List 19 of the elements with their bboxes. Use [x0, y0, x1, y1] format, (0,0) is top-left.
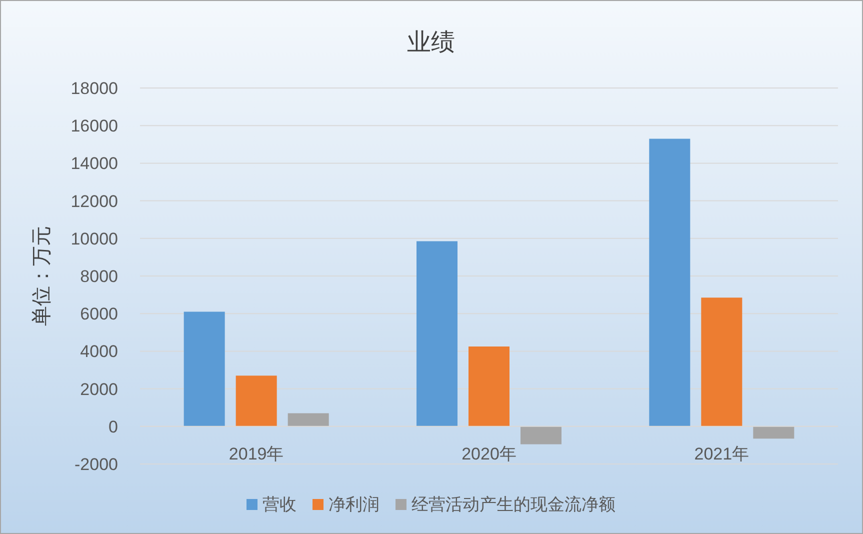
y-tick-label: 8000: [80, 267, 118, 286]
x-tick-label: 2020年: [462, 444, 516, 464]
y-tick-label: 14000: [70, 154, 118, 174]
y-tick-label: 10000: [70, 229, 118, 248]
y-tick-label: 18000: [70, 79, 118, 98]
y-tick-label: 12000: [70, 192, 118, 211]
legend-label: 经营活动产生的现金流净额: [412, 495, 616, 514]
y-tick-label: 4000: [80, 342, 118, 362]
x-tick-label: 2019年: [228, 444, 284, 464]
y-axis-title: 单位：万元: [31, 226, 53, 326]
legend-label: 净利润: [328, 495, 380, 514]
y-tick-label: 6000: [80, 304, 118, 324]
y-tick-label: 0: [108, 417, 118, 436]
y-tick-label: 2000: [80, 380, 118, 399]
x-tick-label: 2021年: [694, 444, 750, 464]
y-tick-label: -2000: [74, 455, 118, 474]
legend-label: 营收: [262, 495, 296, 514]
y-tick-label: 16000: [70, 116, 118, 136]
chart-title: 业绩: [407, 29, 455, 56]
